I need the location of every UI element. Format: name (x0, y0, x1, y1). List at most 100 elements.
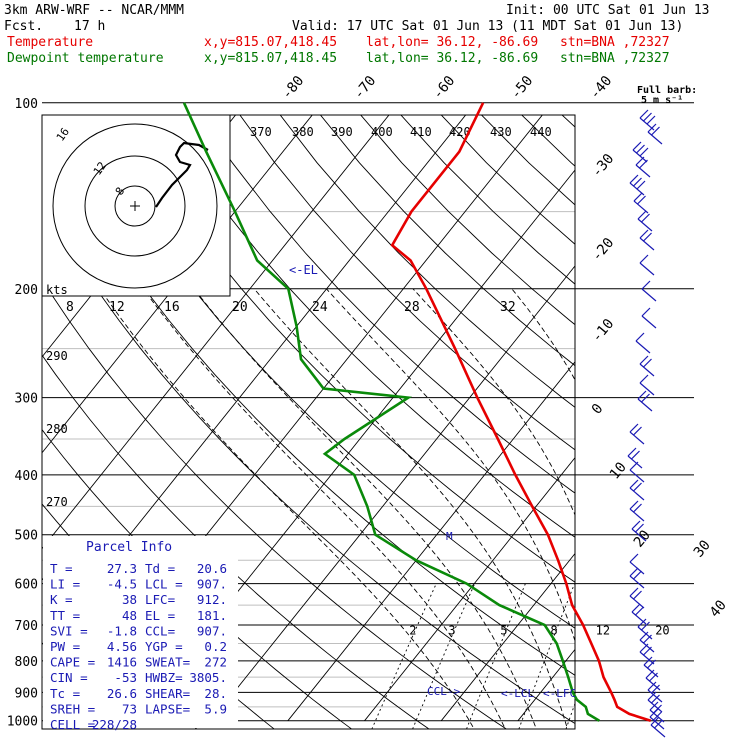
pressure-label: 1000 (7, 715, 38, 730)
parcel-value: 228/28 (92, 717, 137, 732)
wind-barb-flag (633, 503, 642, 513)
pressure-label: 900 (15, 686, 38, 701)
moist-adiabat-lines (99, 288, 575, 729)
wind-barb-flag (643, 112, 652, 122)
wind-barb-flag (651, 694, 660, 704)
wind-barb (629, 431, 645, 445)
pressure-label: 700 (15, 619, 38, 634)
wind-barb-flag (645, 669, 655, 679)
parcel-key: SREH = (50, 701, 95, 716)
hodograph-ring-label-3: 16 (54, 125, 72, 143)
wind-barb-flag (629, 461, 639, 471)
parcel-key: LAPSE= (145, 701, 190, 716)
wind-barb-flag (650, 716, 660, 726)
wind-barb-flag (641, 280, 651, 290)
wind-barb-flag (637, 390, 647, 400)
hodograph-ring-3 (52, 123, 218, 289)
moist-adiabat-line (193, 288, 537, 729)
parcel-key: PW = (50, 639, 80, 654)
wind-barb-flag (631, 450, 640, 460)
mixing-ratio-label: 12 (596, 624, 610, 638)
wind-barb-flag (647, 659, 656, 669)
lcl-marker: <-LCL (501, 687, 534, 700)
skew-temp-label: -20 (589, 235, 618, 265)
speed-label: 32 (500, 300, 516, 315)
wind-barb-flag (639, 643, 649, 653)
hodograph-kts-label: kts (46, 283, 68, 297)
parcel-key: SVI = (50, 623, 88, 638)
wind-barb-flag (639, 254, 649, 264)
wind-barb-flag (643, 634, 652, 644)
wind-barb-flag (629, 479, 639, 489)
wind-barb-flag (639, 229, 649, 239)
forecast-hours: 17 h (74, 19, 105, 34)
parcel-value: 27.3 (107, 561, 137, 576)
level-markers: <-EL M CCL-> <-LCL <-LFC (289, 263, 576, 700)
wind-barb (629, 575, 645, 589)
wind-barb-flag (643, 358, 652, 368)
parcel-key: Tc = (50, 686, 80, 701)
dry-adiabat-label: 280 (46, 422, 68, 436)
theta-e-label: 370 (250, 125, 272, 139)
skew-temp-label: -60 (430, 73, 459, 103)
dry-adiabat-line (708, 103, 740, 734)
dry-adiabat-line (239, 115, 575, 451)
parcel-key: K = (50, 592, 73, 607)
parcel-key: TT = (50, 608, 80, 623)
parcel-key: CCL= (145, 623, 175, 638)
wind-barb (639, 639, 655, 653)
wind-barb (631, 611, 647, 625)
wind-barb (631, 528, 647, 542)
speed-axis-labels: 8 12 16 20 24 28 32 (66, 300, 516, 315)
wind-barb-flag (643, 232, 652, 242)
dry-adiabat-labels: 290 280 270 (46, 349, 68, 509)
isotherm-line (287, 361, 575, 721)
pressure-label: 100 (15, 97, 38, 112)
dry-adiabat-line (118, 115, 575, 583)
parcel-info-bg (43, 536, 238, 728)
wind-barb-flag (629, 500, 639, 510)
parcel-key: SWEAT= (145, 655, 190, 670)
isotherm-line (0, 103, 15, 721)
mixing-ratio-line (565, 702, 575, 729)
mixing-ratio-line (412, 583, 476, 729)
dry-adiabat-line (42, 120, 575, 676)
wind-barb-flag (637, 618, 647, 628)
wind-barb (647, 131, 663, 145)
pressure-label: 300 (15, 392, 38, 407)
wind-barb-flag (641, 621, 650, 631)
parcel-key: HWBZ= (145, 670, 183, 685)
wind-barb-flag (654, 719, 663, 729)
parcel-value: 5.9 (204, 701, 227, 716)
wind-barb-flag (651, 126, 660, 136)
lfc-marker: <-LFC (543, 687, 576, 700)
skew-temp-label: 30 (691, 537, 714, 560)
wind-barb (635, 164, 651, 178)
dry-adiabat-line (521, 115, 575, 167)
skew-temp-label: 0 (589, 401, 607, 418)
wind-barb (639, 237, 655, 251)
wind-barb-flag (641, 393, 650, 403)
pressure-label: 500 (15, 529, 38, 544)
theta-e-label: 440 (530, 125, 552, 139)
wind-barb-flag (636, 144, 645, 154)
mixing-ratio-label: 20 (655, 624, 669, 638)
isotherm-line (42, 115, 313, 454)
temperature-station: stn=BNA ,72327 (560, 35, 670, 50)
isotherm-line (440, 552, 575, 721)
dry-adiabat-line (158, 115, 575, 538)
dry-adiabat-line (400, 115, 575, 285)
wind-barb-flag (635, 606, 644, 616)
wind-barb-flag (637, 195, 646, 205)
wind-barb-flag (632, 141, 642, 151)
speed-label: 12 (109, 300, 125, 315)
theta-e-labels: 370 380 390 400 410 420 430 440 (250, 125, 552, 139)
wind-barb-flag (653, 711, 662, 721)
wind-barb-flag (649, 701, 659, 711)
pressure-axis-labels: 100 200 300 400 500 600 700 800 900 1000 (7, 97, 38, 730)
isotherm-line (364, 456, 575, 721)
moist-adiabat-line (253, 288, 568, 729)
wind-barb (629, 469, 645, 483)
hodograph-ring-label-2: 12 (91, 159, 109, 177)
